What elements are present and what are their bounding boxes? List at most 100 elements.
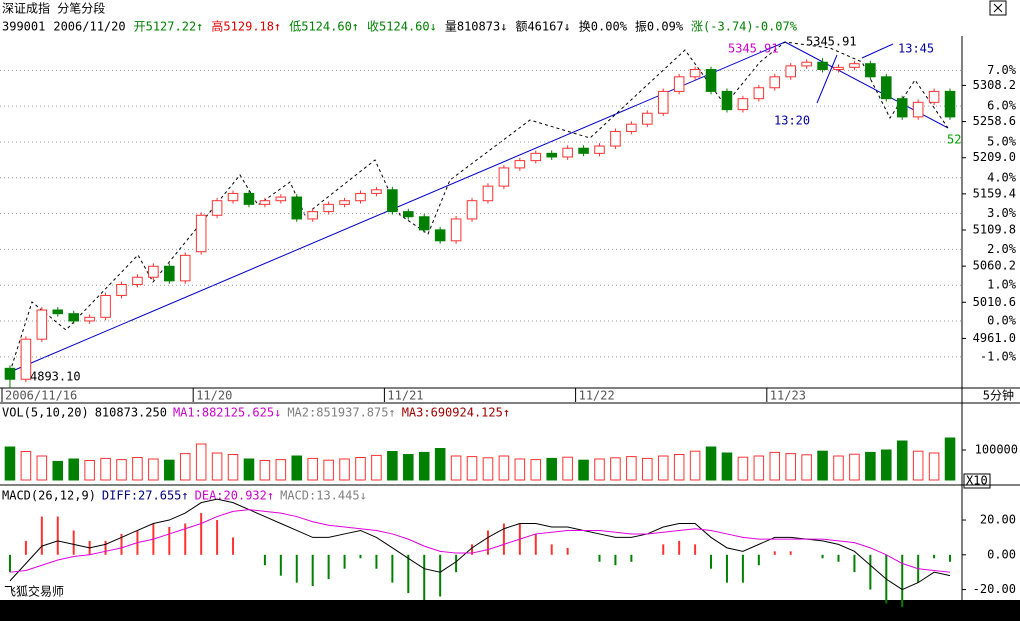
annotation: 5345.91: [806, 35, 857, 49]
y-tick-label: 5308.2: [973, 78, 1016, 92]
candle-body: [84, 316, 95, 322]
candle-body: [705, 69, 717, 92]
arrow: [861, 43, 894, 59]
volume-bar: [642, 457, 653, 481]
volume-bar: [482, 457, 494, 481]
candle-body: [753, 87, 765, 100]
volume-bar: [339, 458, 350, 481]
candle-body: [562, 147, 573, 158]
info-item: 额46167↓: [515, 20, 570, 34]
brand: 飞狐交易师: [4, 584, 64, 599]
candle-body: [865, 63, 876, 78]
info-item: 2006/11/20: [53, 20, 125, 34]
candle-body: [179, 254, 191, 282]
candle-body: [466, 200, 478, 220]
panel-label: MACD(26,12,9): [2, 489, 96, 503]
candle-body: [323, 203, 334, 213]
y2-tick-label: 4.0%: [987, 170, 1017, 184]
volume-bar: [530, 459, 542, 481]
candle-body: [673, 76, 685, 92]
volume-bar: [148, 458, 159, 481]
candle-body: [896, 98, 908, 118]
candle-body: [801, 61, 812, 67]
candle-body: [116, 284, 127, 296]
volume-bar: [275, 459, 287, 481]
y-tick-label: 5258.6: [973, 114, 1016, 128]
status-bar: [0, 600, 1020, 621]
volume-bar: [705, 446, 717, 481]
y2-tick-label: 3.0%: [987, 206, 1017, 220]
candle-body: [4, 367, 16, 380]
candle-body: [164, 265, 175, 282]
volume-bar: [227, 454, 239, 481]
candle-body: [530, 152, 542, 162]
candle-body: [243, 192, 255, 205]
candle-body: [721, 90, 733, 111]
close-button[interactable]: [989, 0, 1007, 16]
candle-body: [912, 101, 924, 118]
panel-label: MA2:851937.875↑: [287, 406, 395, 420]
volume-bar: [100, 457, 111, 481]
volume-bar: [785, 453, 796, 481]
candle-body: [514, 160, 526, 169]
volume-bar: [418, 451, 430, 481]
candle-body: [434, 229, 446, 242]
candle-body: [881, 76, 892, 100]
candle-body: [689, 69, 701, 78]
candle-body: [211, 200, 223, 216]
volume-bar: [721, 452, 733, 481]
y-tick-label: 5060.2: [973, 259, 1016, 273]
arrow: [816, 54, 838, 104]
candle-body: [52, 309, 64, 315]
period-label: 5分钟: [983, 388, 1014, 403]
info-item: 涨(-3.74)-0.07%: [691, 19, 798, 34]
volume-bar: [20, 451, 32, 481]
volume-bar: [498, 455, 510, 481]
volume-bar: [896, 440, 908, 481]
volume-bar: [259, 460, 271, 481]
volume-bar: [307, 457, 318, 481]
info-item: 399001: [2, 20, 45, 34]
annotation: 4893.10: [30, 370, 81, 384]
volume-bar: [562, 456, 573, 481]
y-tick-label: 5209.0: [973, 150, 1016, 164]
volume-bar: [833, 455, 844, 481]
candle-body: [833, 66, 844, 71]
candle-body: [227, 192, 239, 202]
y-tick-label: 5010.6: [973, 295, 1016, 309]
scale-box: [963, 473, 991, 489]
candle-body: [418, 216, 430, 231]
volume-bar: [737, 456, 749, 481]
y2-tick-label: -1.0%: [980, 349, 1017, 363]
volume-bar: [84, 460, 95, 481]
panel-label: DEA:20.932↑: [195, 489, 274, 503]
x-tick-label: 11/21: [387, 389, 423, 403]
candle-body: [642, 112, 653, 125]
volume-bar: [450, 455, 462, 481]
candle-body: [482, 185, 494, 202]
candle-body: [100, 294, 111, 318]
volume-bar: [179, 453, 191, 481]
volume-bar: [68, 458, 79, 481]
volume-bar: [546, 457, 557, 481]
panel-label: 810873.250: [95, 406, 167, 420]
volume-bar: [865, 451, 876, 481]
candle-body: [626, 123, 637, 132]
candle-body: [546, 152, 557, 158]
candle-body: [817, 61, 828, 71]
volume-bar: [211, 452, 223, 481]
candle-body: [36, 309, 48, 340]
volume-bar: [801, 454, 812, 481]
info-item: 收5124.60↓: [367, 20, 437, 34]
volume-bar: [944, 437, 956, 481]
y-tick-label: 5109.8: [973, 223, 1016, 237]
info-item: 低5124.60↑: [289, 20, 359, 34]
y2-tick-label: 5.0%: [987, 134, 1017, 148]
y2-tick-label: 0.0%: [987, 314, 1017, 328]
panel-label: MACD:13.445↓: [280, 489, 367, 503]
volume-bar: [355, 457, 366, 481]
volume-bar: [164, 459, 175, 481]
volume-bar: [626, 456, 637, 481]
